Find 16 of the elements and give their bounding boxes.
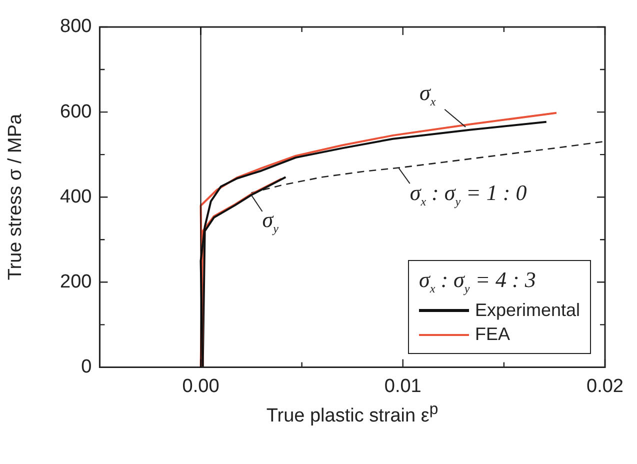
y-tick-label: 600	[60, 101, 92, 122]
annotation: σ$_{x}$ : σ$_{y}$ = 1 : 0	[410, 180, 527, 209]
legend-label: Experimental	[475, 300, 580, 322]
x-axis-title: True plastic strain ε$^{p}$	[266, 401, 438, 428]
legend-title: σ$_{x}$ : σ$_{y}$ = 4 : 3	[419, 267, 537, 297]
y-tick-label: 400	[60, 186, 92, 208]
y-axis-title: True stress σ / MPa	[5, 114, 28, 280]
y-tick-label: 800	[60, 16, 92, 38]
x-tick-label: 0.02	[586, 376, 624, 397]
y-tick-label: 200	[60, 271, 92, 292]
annotation: σ$_{x}$	[420, 80, 436, 110]
legend-label: FEA	[475, 324, 510, 346]
y-tick-label: 0	[81, 356, 92, 378]
annotation: σ$_{y}$	[262, 207, 278, 237]
x-tick-label: 0.00	[182, 376, 220, 397]
x-tick-label: 0.01	[384, 376, 422, 397]
